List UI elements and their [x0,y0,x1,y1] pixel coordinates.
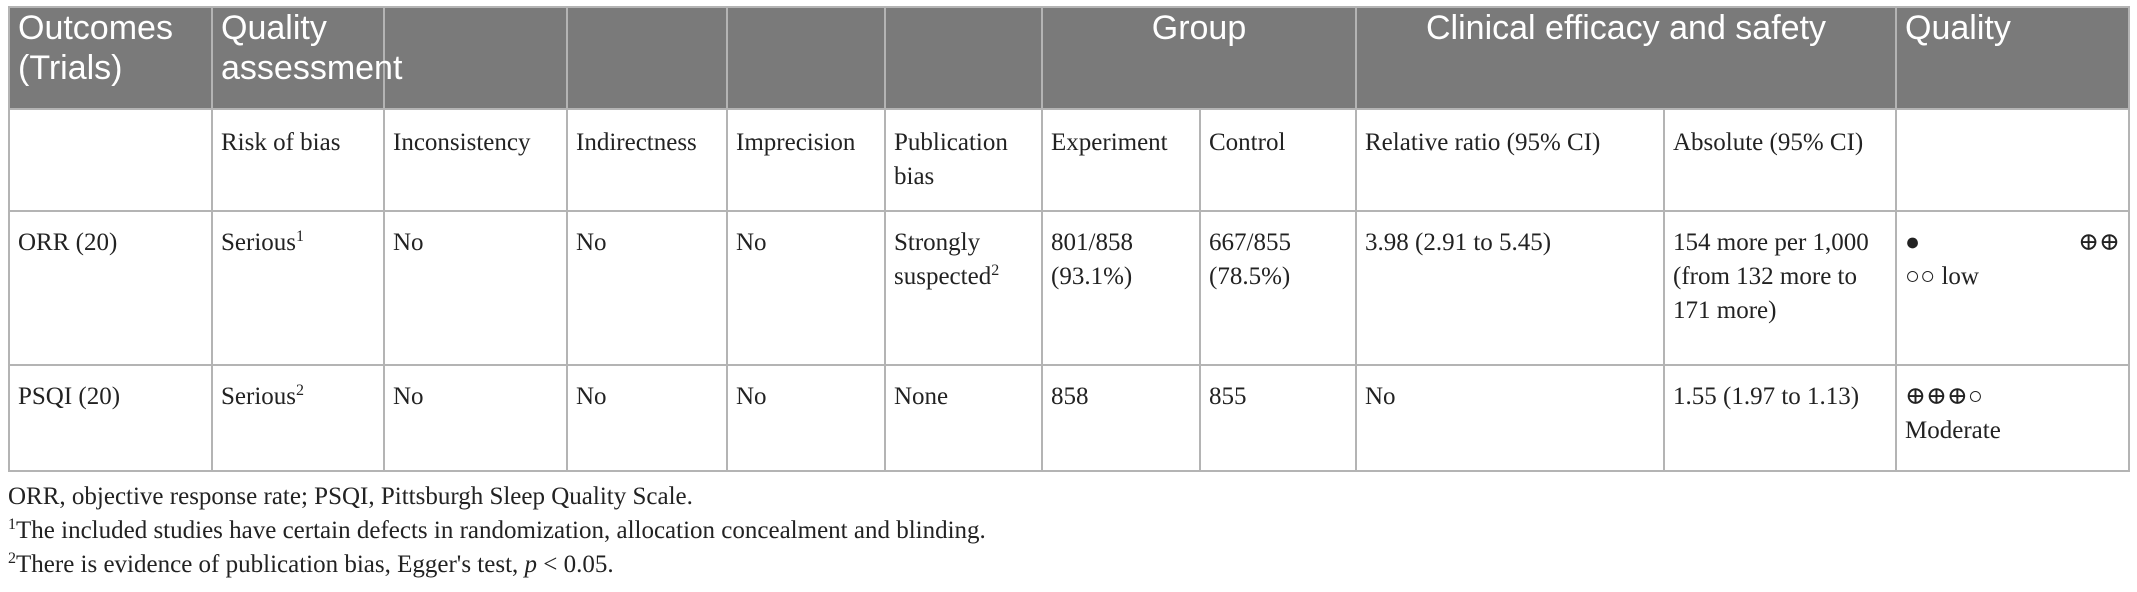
cell-quality: ● ⊕⊕ ○○ low [1895,210,2131,366]
header-blank-cell [726,6,886,110]
footnote-marker: 2 [296,382,304,399]
cell-outcome: PSQI (20) [8,364,213,472]
cell-imprecision: No [726,210,886,366]
footnote-2: 2There is evidence of publication bias, … [8,548,986,582]
header-group: Group [1041,6,1357,110]
cell-outcome: ORR (20) [8,210,213,366]
footnote-abbreviations: ORR, objective response rate; PSQI, Pitt… [8,483,693,510]
cell-text: Strongly suspected [894,229,992,290]
subheader-indirectness: Indirectness [566,108,728,212]
subheader-control: Control [1199,108,1357,212]
quality-symbols-icon: ⊕⊕⊕○ [1905,383,1983,410]
quality-plus-icons: ⊕⊕ [2078,229,2121,256]
cell-risk-of-bias: Serious1 [211,210,385,366]
table-row: PSQI (20) Serious2 No No No None 858 855… [8,364,2131,472]
footnote-1: 1The included studies have certain defec… [8,514,986,548]
cell-risk-of-bias: Serious2 [211,364,385,472]
subheader-relative-ratio: Relative ratio (95% CI) [1355,108,1665,212]
subheader-imprecision: Imprecision [726,108,886,212]
cell-experiment: 858 [1041,364,1201,472]
header-blank-cell [566,6,728,110]
cell-relative: No [1355,364,1665,472]
cell-inconsistency: No [383,364,568,472]
cell-indirectness: No [566,210,728,366]
footnote-text: The included studies have certain defect… [16,517,986,544]
footnote-marker: 2 [8,550,16,567]
footnote-marker: 2 [991,262,1000,279]
cell-text: Serious [221,229,296,256]
footnote-marker: 1 [296,228,304,245]
cell-absolute: 154 more per 1,000 (from 132 more to 171… [1662,210,1898,366]
table-footnotes: ORR, objective response rate; PSQI, Pitt… [8,480,986,582]
header-quality-assessment: Quality assessment [211,6,402,110]
cell-imprecision: No [726,364,886,472]
table-subheader-row: Risk of bias Inconsistency Indirectness … [8,108,2131,212]
cell-quality: ⊕⊕⊕○ Moderate [1895,364,2131,472]
cell-indirectness: No [566,364,728,472]
quality-label: Moderate [1905,417,2001,444]
cell-text: Serious [221,383,296,410]
subheader-inconsistency: Inconsistency [383,108,568,212]
grade-evidence-table: Outcomes (Trials) Quality assessment Gro… [8,6,2131,472]
cell-inconsistency: No [383,210,568,366]
cell-experiment: 801/858 (93.1%) [1041,210,1201,366]
header-blank-cell [383,6,568,110]
header-blank-cell [884,6,1043,110]
table-cell [8,108,213,212]
header-outcomes: Outcomes (Trials) [8,6,213,110]
footnote-italic-p: p [524,551,538,578]
table-cell [1895,108,2131,212]
table-row: ORR (20) Serious1 No No No Strongly susp… [8,210,2131,366]
cell-absolute: 1.55 (1.97 to 1.13) [1662,364,1898,472]
cell-relative: 3.98 (2.91 to 5.45) [1355,210,1665,366]
subheader-absolute: Absolute (95% CI) [1662,108,1898,212]
cell-control: 855 [1199,364,1357,472]
subheader-risk-of-bias: Risk of bias [211,108,385,212]
table-header-row: Outcomes (Trials) Quality assessment Gro… [8,6,2131,110]
cell-publication-bias: None [884,364,1043,472]
footnote-marker: 1 [8,516,16,533]
cell-publication-bias: Strongly suspected2 [884,210,1043,366]
subheader-publication-bias: Publication bias [884,108,1043,212]
footnote-text: There is evidence of publication bias, E… [16,551,525,578]
grade-table-container: Outcomes (Trials) Quality assessment Gro… [8,6,2131,472]
quality-bullet-icon: ● [1905,229,1921,256]
cell-control: 667/855 (78.5%) [1199,210,1357,366]
header-quality: Quality [1895,6,2131,110]
quality-rating: ● ⊕⊕ [1905,226,2120,260]
header-clinical-efficacy: Clinical efficacy and safety [1354,6,1898,110]
footnote-text: < 0.05. [537,551,614,578]
quality-label: ○○ low [1905,263,1979,290]
subheader-experiment: Experiment [1041,108,1201,212]
